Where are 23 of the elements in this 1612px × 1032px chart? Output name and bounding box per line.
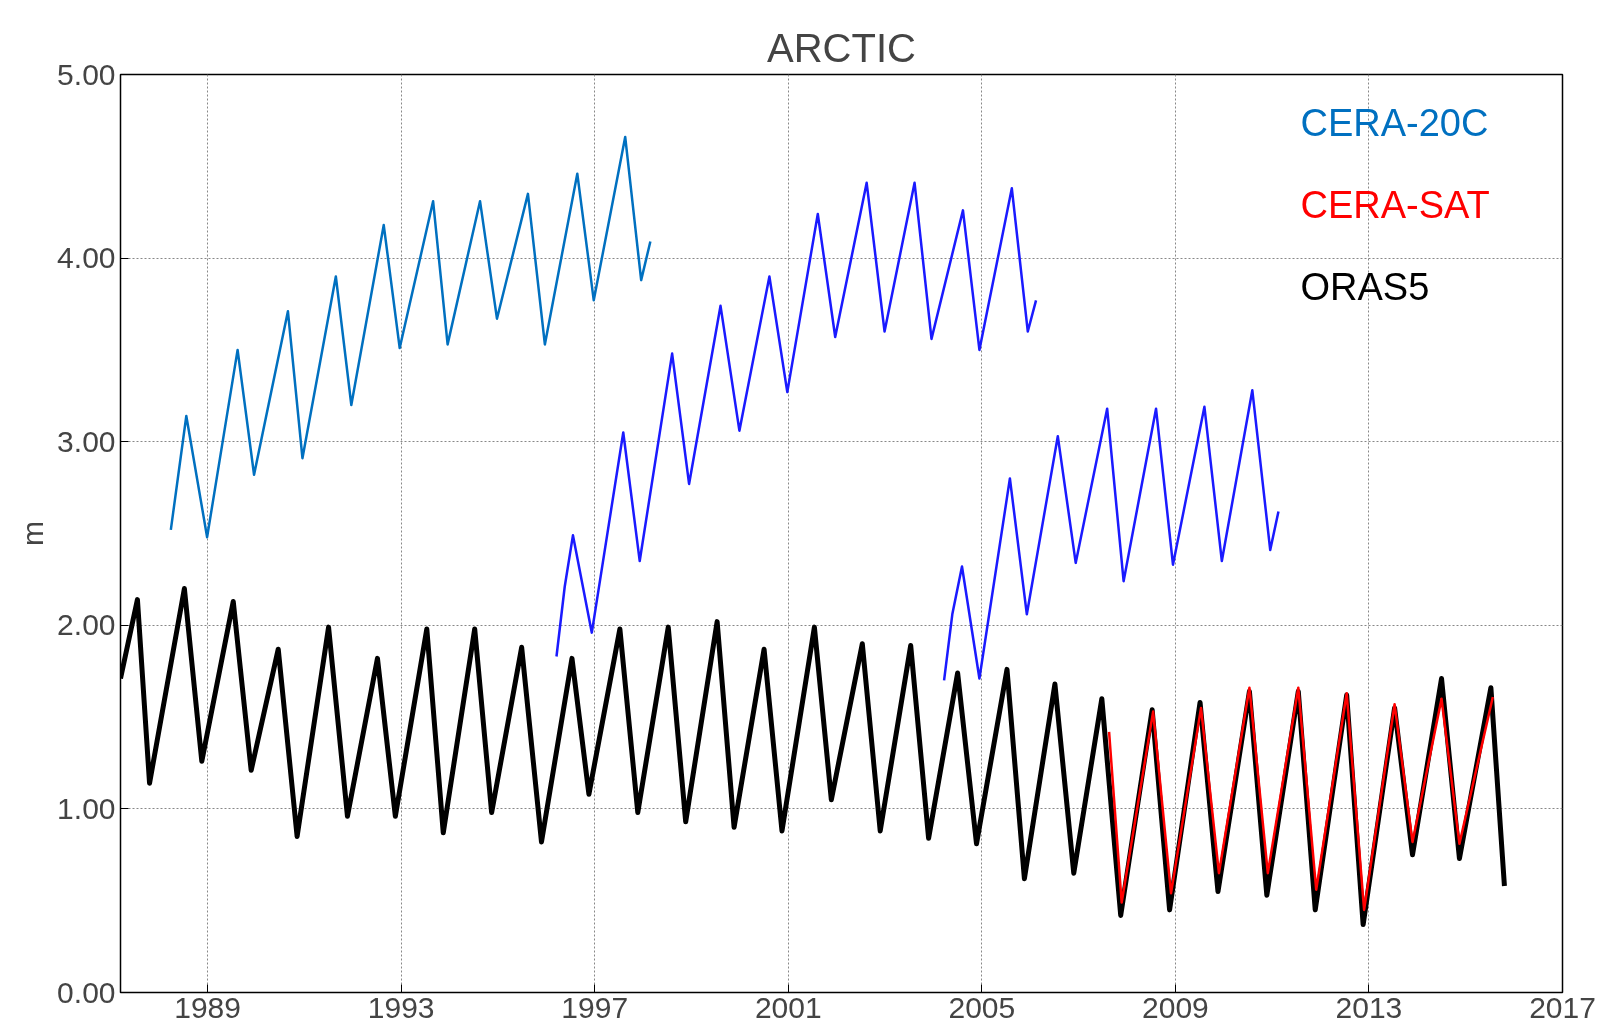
x-tick-label: 1997 (561, 990, 629, 1024)
x-tick-label: 2013 (1335, 990, 1403, 1024)
y-axis-title: m (16, 521, 50, 546)
x-tick-label: 1989 (174, 990, 241, 1024)
line-series (942, 389, 1280, 682)
x-tick-label: 2009 (1142, 990, 1209, 1024)
y-tick-label: 4.00 (57, 241, 116, 275)
chart-title: ARCTIC (767, 25, 916, 70)
line-series (1107, 686, 1495, 912)
y-tick-label: 2.00 (57, 608, 116, 642)
x-tick-label: 2017 (1529, 990, 1596, 1024)
y-tick-label: 5.00 (57, 57, 116, 91)
x-tick-label: 1993 (367, 990, 435, 1024)
text: CERA-20C (1300, 101, 1489, 144)
y-tick-label: 0.00 (57, 975, 116, 1009)
line-series (555, 181, 1038, 658)
y-tick-label: 3.00 (57, 424, 116, 458)
x-tick-label: 2005 (948, 990, 1016, 1024)
y-tick-label: 1.00 (57, 791, 116, 825)
line-series (169, 135, 652, 539)
x-tick-label: 2001 (754, 990, 822, 1024)
text: ORAS5 (1300, 265, 1430, 308)
text: CERA-SAT (1300, 183, 1490, 226)
